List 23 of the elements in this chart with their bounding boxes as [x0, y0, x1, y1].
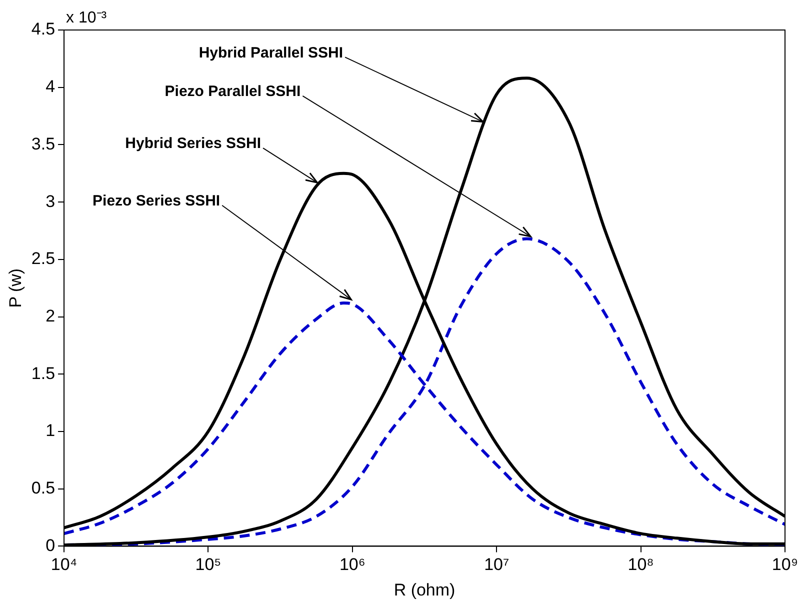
y-tick-label: 2.5	[31, 249, 56, 268]
annotation: Hybrid Series SSHI	[125, 135, 262, 152]
y-tick-label: 0	[46, 536, 56, 555]
y-tick-label: 2	[46, 306, 56, 326]
x-tick-label: 10⁶	[339, 555, 366, 574]
x-axis-title: R (ohm)	[394, 580, 456, 600]
annotation: Piezo Series SSHI	[92, 192, 220, 210]
y-tick-label: 3.5	[31, 134, 56, 154]
x-tick-label: 10⁷	[484, 555, 510, 574]
annotation: Piezo Parallel SSHI	[164, 83, 301, 100]
annotation: Hybrid Parallel SSHI	[198, 44, 344, 62]
x-tick-label: 10⁹	[772, 555, 798, 574]
y-tick-label: 0.5	[31, 478, 56, 498]
y-tick-label: 4	[46, 77, 56, 96]
x-tick-label: 10⁵	[195, 555, 222, 574]
y-tick-label: 3	[46, 192, 56, 211]
y-axis-title: P (w)	[6, 268, 25, 308]
y-tick-label: 1	[46, 421, 56, 440]
text: x 10⁻³	[66, 9, 108, 26]
x-tick-label: 10⁴	[50, 555, 78, 574]
y-tick-label: 4.5	[31, 20, 56, 39]
x-tick-label: 10⁸	[628, 555, 654, 574]
y-tick-label: 1.5	[31, 364, 56, 383]
